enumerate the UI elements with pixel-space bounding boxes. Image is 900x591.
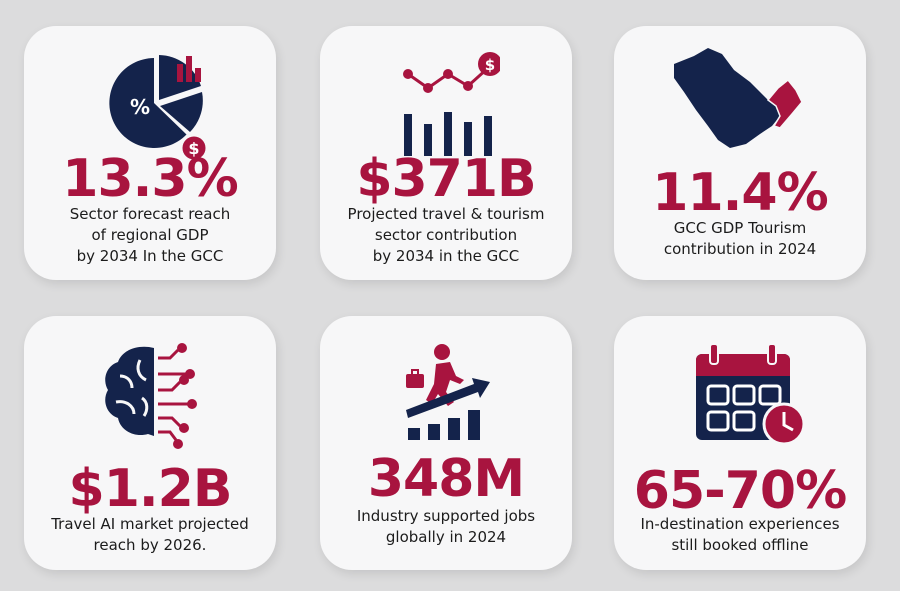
svg-text:$: $ — [485, 56, 495, 74]
stat-card-gdp-forecast: % $ 13.3% Sector forecast reach of regio… — [24, 26, 276, 280]
gcc-map-icon — [674, 48, 803, 148]
stat-description: Sector forecast reach of regional GDP by… — [69, 205, 231, 265]
pie-chart-dollar-icon: % $ — [109, 55, 209, 163]
stat-value: $371B — [356, 149, 536, 209]
stat-card-sector-contribution: $ $371B Projected travel & tourism secto… — [320, 26, 572, 280]
stat-description: Industry supported jobs globally in 2024 — [356, 507, 536, 546]
stat-card-travel-ai: $1.2B Travel AI market projected reach b… — [24, 316, 276, 570]
stat-description: Travel AI market projected reach by 2026… — [51, 515, 249, 554]
stat-card-industry-jobs: 348M Industry supported jobs globally in… — [320, 316, 572, 570]
stat-description: In-destination experiences still booked … — [640, 515, 840, 554]
stat-description: GCC GDP Tourism contribution in 2024 — [663, 219, 817, 258]
svg-text:%: % — [130, 95, 150, 119]
calendar-clock-icon — [696, 343, 806, 446]
svg-text:$: $ — [188, 139, 199, 158]
stat-value: 11.4% — [652, 163, 828, 223]
traveler-climbing-growth-icon — [406, 344, 490, 440]
stat-value: 348M — [367, 449, 525, 509]
stat-value: 13.3% — [62, 149, 238, 209]
stat-card-gcc-tourism: 11.4% GCC GDP Tourism contribution in 20… — [614, 26, 866, 280]
stat-card-offline-bookings: 65-70% In-destination experiences still … — [614, 316, 866, 570]
bar-chart-growth-icon: $ — [403, 52, 500, 156]
ai-brain-icon — [105, 343, 197, 449]
stat-value: 65-70% — [633, 461, 847, 521]
stat-value: $1.2B — [68, 459, 233, 519]
stat-description: Projected travel & tourism sector contri… — [347, 205, 545, 265]
